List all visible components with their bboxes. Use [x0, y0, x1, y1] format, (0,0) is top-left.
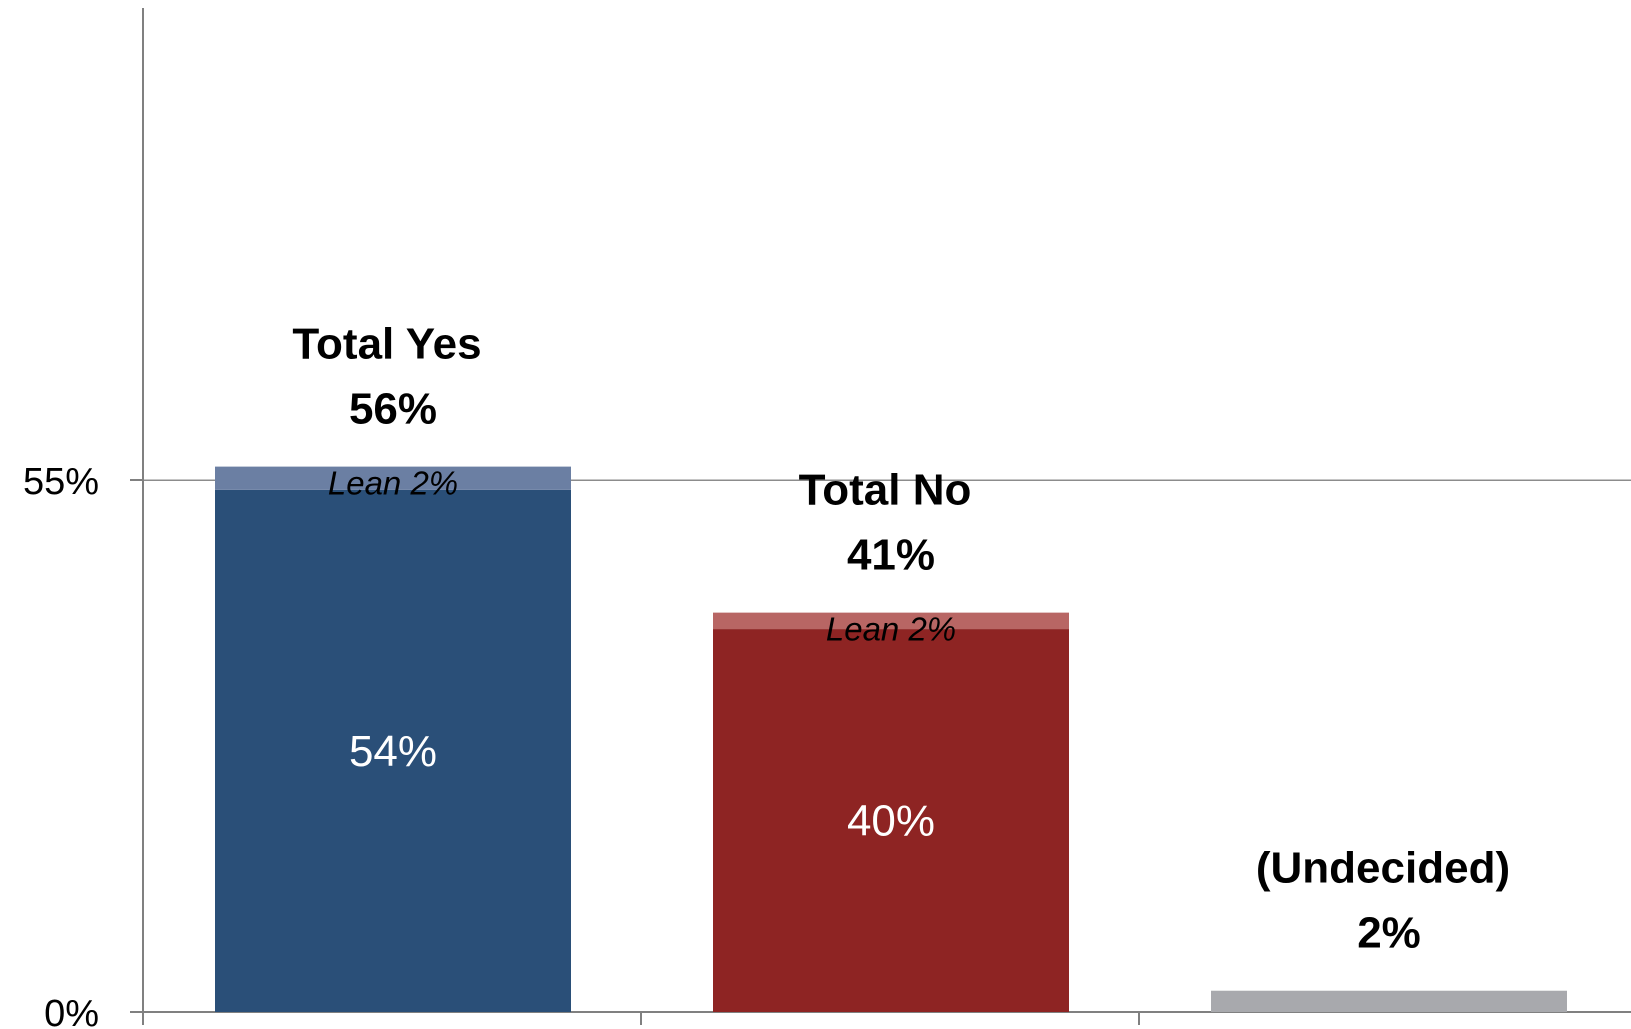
total-title: (Undecided) — [1256, 844, 1510, 893]
total-title: Total Yes — [292, 320, 481, 369]
y-tick-label: 0% — [44, 993, 99, 1029]
total-value-label: 41% — [847, 531, 935, 580]
bar-segment-0-0 — [215, 489, 571, 1012]
lean-label: Lean 2% — [826, 611, 956, 648]
lean-label: Lean 2% — [328, 465, 458, 502]
total-value-label: 56% — [349, 385, 437, 434]
total-title: Total No — [799, 466, 972, 515]
bar-inner-label: 54% — [349, 727, 437, 776]
bar-segment-2-0 — [1211, 990, 1567, 1012]
bar-segment-0-1 — [215, 466, 571, 490]
total-value-label: 2% — [1357, 909, 1421, 958]
y-tick-label: 55% — [23, 461, 99, 503]
bar-segment-1-0 — [713, 629, 1069, 1012]
bar-segment-1-1 — [713, 612, 1069, 630]
bar-inner-label: 40% — [847, 797, 935, 846]
